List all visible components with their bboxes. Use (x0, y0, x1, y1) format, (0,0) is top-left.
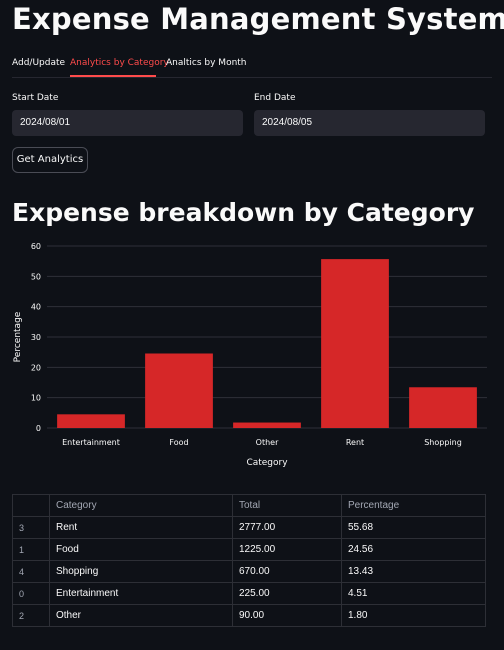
percentage-header[interactable]: Percentage (341, 494, 486, 517)
row-percentage: 1.80 (341, 604, 486, 627)
table-row: 0 Entertainment 225.00 4.51 (12, 582, 486, 605)
bar-entertainment (57, 414, 125, 428)
table-row: 4 Shopping 670.00 13.43 (12, 560, 486, 583)
row-total: 2777.00 (232, 516, 342, 539)
category-table: Category Total Percentage 3 Rent 2777.00… (12, 494, 486, 627)
row-category: Rent (49, 516, 233, 539)
row-total: 670.00 (232, 560, 342, 583)
category-header[interactable]: Category (49, 494, 233, 517)
y-tick-label: 50 (31, 272, 41, 281)
end-date-label: End Date (254, 93, 296, 103)
row-category: Entertainment (49, 582, 233, 605)
tab-analytics-by-month[interactable]: Analtics by Month (166, 58, 247, 68)
row-index: 4 (12, 560, 50, 583)
y-axis-title: Percentage (13, 311, 23, 362)
table-row: 1 Food 1225.00 24.56 (12, 538, 486, 561)
bar-rent (321, 259, 389, 428)
row-total: 1225.00 (232, 538, 342, 561)
x-tick-label: Other (256, 438, 279, 447)
x-tick-label: Entertainment (62, 438, 120, 447)
tab-add-update[interactable]: Add/Update (12, 58, 66, 68)
bar-shopping (409, 387, 477, 428)
y-tick-label: 0 (36, 424, 41, 433)
active-tab-indicator (70, 75, 156, 77)
bar-other (233, 422, 301, 428)
row-percentage: 13.43 (341, 560, 486, 583)
section-title: Expense breakdown by Category (12, 198, 475, 227)
row-percentage: 24.56 (341, 538, 486, 561)
table-row: 3 Rent 2777.00 55.68 (12, 516, 486, 539)
get-analytics-button[interactable]: Get Analytics (12, 147, 88, 173)
end-date-input[interactable]: 2024/08/05 (254, 110, 485, 136)
row-index: 2 (12, 604, 50, 627)
x-tick-label: Rent (346, 438, 364, 447)
start-date-input[interactable]: 2024/08/01 (12, 110, 243, 136)
y-tick-label: 60 (31, 242, 41, 251)
row-percentage: 55.68 (341, 516, 486, 539)
tab-analytics-by-category[interactable]: Analytics by Category (70, 58, 169, 68)
x-axis-title: Category (246, 458, 288, 468)
x-tick-label: Shopping (424, 438, 462, 447)
tab-divider (12, 77, 492, 78)
y-tick-label: 30 (31, 333, 41, 342)
row-total: 225.00 (232, 582, 342, 605)
start-date-label: Start Date (12, 93, 59, 103)
row-index: 1 (12, 538, 50, 561)
bar-food (145, 353, 213, 428)
x-tick-label: Food (169, 438, 188, 447)
y-tick-label: 20 (31, 363, 41, 372)
tab-bar: Add/Update Analytics by Category Analtic… (12, 58, 492, 78)
index-header (12, 494, 50, 517)
table-header-row: Category Total Percentage (12, 494, 486, 517)
y-tick-label: 10 (31, 394, 41, 403)
row-total: 90.00 (232, 604, 342, 627)
row-percentage: 4.51 (341, 582, 486, 605)
y-tick-label: 40 (31, 303, 41, 312)
row-index: 3 (12, 516, 50, 539)
total-header[interactable]: Total (232, 494, 342, 517)
category-bar-chart: 0 10 20 30 40 50 60 Entertainment Food Other Rent S… (13, 242, 487, 468)
table-row: 2 Other 90.00 1.80 (12, 604, 486, 627)
row-category: Shopping (49, 560, 233, 583)
row-index: 0 (12, 582, 50, 605)
row-category: Other (49, 604, 233, 627)
page-title: Expense Management System (12, 2, 504, 36)
row-category: Food (49, 538, 233, 561)
